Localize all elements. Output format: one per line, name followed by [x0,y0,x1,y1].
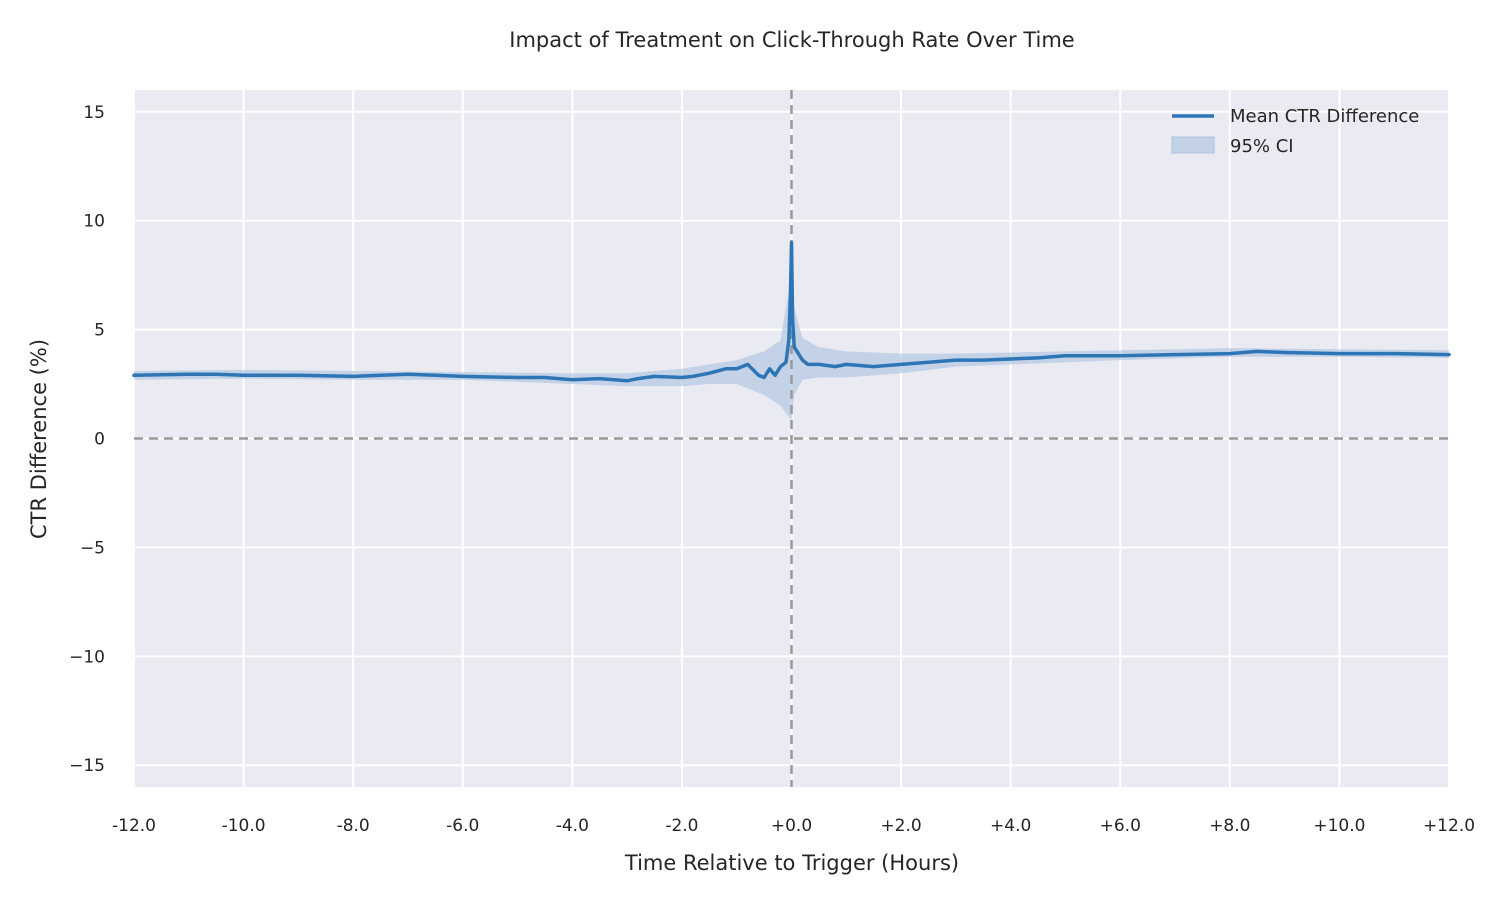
x-tick-label: +4.0 [990,816,1031,836]
x-tick-label: -12.0 [112,816,156,836]
legend-ci-swatch [1171,136,1215,154]
y-tick-labels: 15 10 5 0 −5 −10 −15 [69,103,105,776]
y-tick-label: −10 [69,647,105,667]
legend: Mean CTR Difference 95% CI [1171,106,1419,157]
x-tick-labels: -12.0 -10.0 -8.0 -6.0 -4.0 -2.0 +0.0 +2.0 +4.0 +6… [112,816,1475,836]
y-tick-label: −5 [80,538,105,558]
x-tick-label: -2.0 [665,816,698,836]
x-tick-label: +2.0 [880,816,921,836]
x-tick-label: +12.0 [1423,816,1475,836]
y-tick-label: 5 [94,321,105,341]
legend-label-mean: Mean CTR Difference [1230,106,1419,127]
y-tick-label: 0 [94,430,105,450]
x-tick-label: -4.0 [556,816,589,836]
series-layer [132,240,1451,383]
reference-lines [134,90,1449,787]
legend-label-ci: 95% CI [1230,136,1294,157]
y-tick-label: 15 [83,103,105,123]
y-tick-label: −15 [69,756,105,776]
chart-title: Impact of Treatment on Click-Through Rat… [509,28,1074,52]
series-line-mean-ctr-difference [132,240,1451,383]
x-tick-label: -8.0 [337,816,370,836]
x-axis-label: Time Relative to Trigger (Hours) [624,851,959,875]
x-tick-label: -10.0 [222,816,266,836]
y-axis-label: CTR Difference (%) [27,339,51,539]
x-tick-label: +8.0 [1209,816,1250,836]
y-tick-label: 10 [83,212,105,232]
x-tick-label: +10.0 [1313,816,1365,836]
x-tick-label: +0.0 [771,816,812,836]
x-tick-label: +6.0 [1100,816,1141,836]
x-tick-label: -6.0 [446,816,479,836]
